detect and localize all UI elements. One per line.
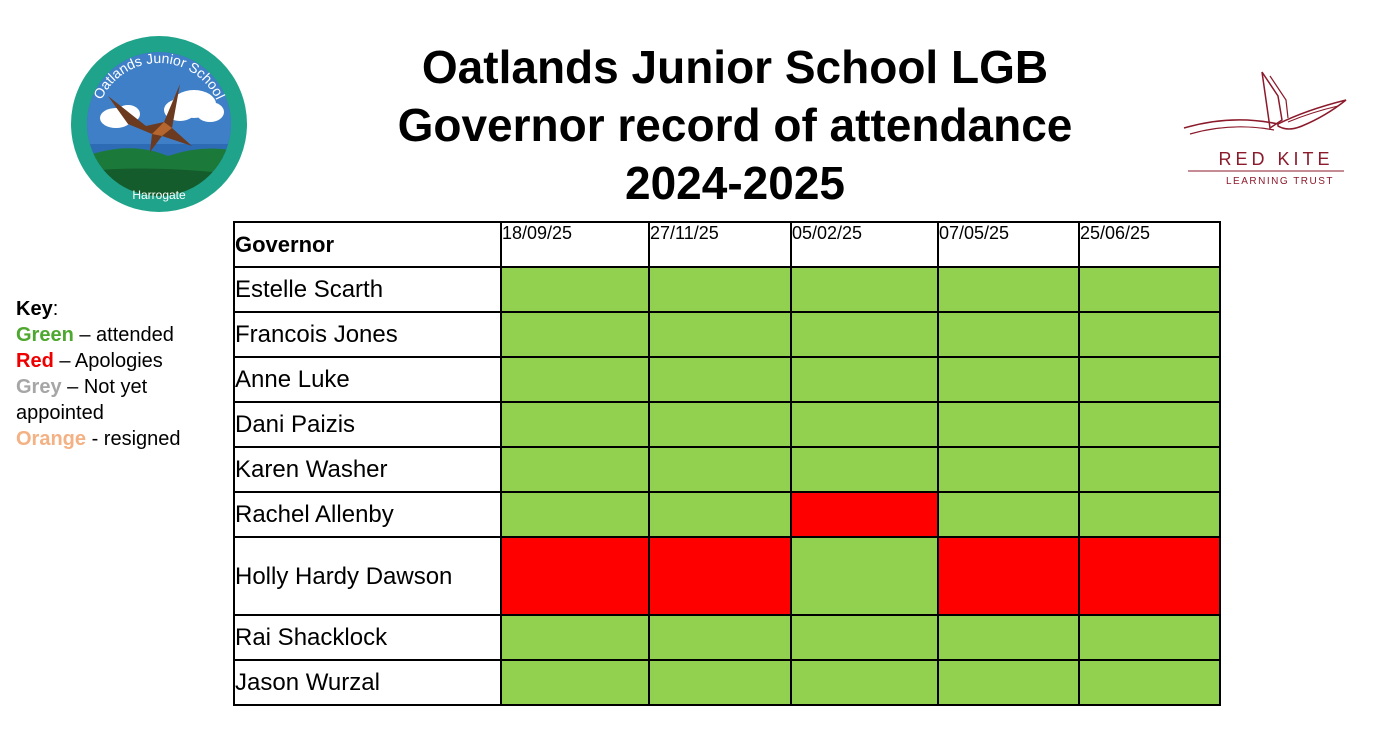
attendance-cell-apologies (500, 536, 650, 616)
attendance-cell-attended (1078, 446, 1221, 493)
attendance-cell-attended (1078, 266, 1221, 313)
attendance-cell-apologies (937, 536, 1080, 616)
attendance-cell-attended (1078, 614, 1221, 661)
attendance-cell-attended (937, 311, 1080, 358)
attendance-cell-attended (648, 311, 792, 358)
attendance-cell-attended (1078, 659, 1221, 706)
attendance-cell-apologies (648, 536, 792, 616)
trust-logo: RED KITE LEARNING TRUST (1183, 71, 1347, 187)
attendance-cell-attended (937, 491, 1080, 538)
table-row: Anne Luke (233, 356, 1221, 403)
attendance-cell-attended (790, 614, 939, 661)
attendance-cell-attended (790, 311, 939, 358)
attendance-cell-attended (648, 266, 792, 313)
title-line-2: Governor record of attendance (397, 99, 1073, 151)
governor-name: Francois Jones (233, 311, 502, 358)
attendance-cell-attended (937, 401, 1080, 448)
governor-name: Holly Hardy Dawson (233, 536, 502, 616)
governor-column-header: Governor (233, 221, 502, 268)
table-row: Holly Hardy Dawson (233, 536, 1221, 616)
trust-logo-name: RED KITE (1218, 149, 1333, 169)
table-row: Karen Washer (233, 446, 1221, 493)
governor-name: Karen Washer (233, 446, 502, 493)
attendance-cell-attended (1078, 401, 1221, 448)
attendance-key: Key: Green – attended Red – Apologies Gr… (16, 296, 216, 452)
attendance-cell-attended (790, 659, 939, 706)
key-desc-grey: – Not yet appointed (16, 376, 148, 424)
attendance-cell-attended (937, 356, 1080, 403)
attendance-cell-attended (500, 401, 650, 448)
attendance-cell-attended (1078, 311, 1221, 358)
attendance-cell-attended (790, 446, 939, 493)
date-header: 05/02/25 (790, 221, 939, 268)
attendance-cell-attended (500, 491, 650, 538)
school-logo-bottom-text: Harrogate (132, 188, 186, 202)
attendance-cell-attended (500, 446, 650, 493)
table-row: Rai Shacklock (233, 614, 1221, 661)
table-row: Francois Jones (233, 311, 1221, 358)
key-title: Key (16, 298, 53, 320)
governor-name: Anne Luke (233, 356, 502, 403)
attendance-cell-attended (790, 401, 939, 448)
attendance-cell-attended (500, 356, 650, 403)
governor-name: Jason Wurzal (233, 659, 502, 706)
attendance-cell-attended (1078, 356, 1221, 403)
key-item-red: Red – Apologies (16, 348, 216, 374)
key-item-grey: Grey – Not yet appointed (16, 374, 216, 426)
trust-logo-subtitle: LEARNING TRUST (1226, 176, 1334, 187)
key-desc-green: – attended (73, 324, 174, 346)
key-label-green: Green (16, 324, 74, 346)
attendance-cell-attended (937, 659, 1080, 706)
date-header: 18/09/25 (500, 221, 650, 268)
attendance-cell-apologies (1078, 536, 1221, 616)
governor-name: Estelle Scarth (233, 266, 502, 313)
attendance-cell-attended (937, 446, 1080, 493)
table-header-row: Governor 18/09/25 27/11/25 05/02/25 07/0… (233, 221, 1221, 268)
key-label-red: Red (16, 350, 54, 372)
attendance-cell-attended (648, 401, 792, 448)
key-label-orange: Orange (16, 428, 87, 450)
table-row: Dani Paizis (233, 401, 1221, 448)
attendance-cell-attended (790, 266, 939, 313)
governor-name: Rai Shacklock (233, 614, 502, 661)
date-header: 27/11/25 (648, 221, 792, 268)
table-row: Rachel Allenby (233, 491, 1221, 538)
title-line-3: 2024-2025 (625, 157, 845, 209)
attendance-cell-attended (937, 614, 1080, 661)
attendance-table: Governor 18/09/25 27/11/25 05/02/25 07/0… (233, 221, 1221, 706)
school-logo: Oatlands Junior School Harrogate (71, 36, 247, 212)
attendance-cell-attended (648, 614, 792, 661)
page-title: Oatlands Junior School LGB Governor reco… (330, 38, 1140, 212)
attendance-cell-attended (648, 659, 792, 706)
attendance-cell-attended (648, 356, 792, 403)
table-row: Estelle Scarth (233, 266, 1221, 313)
governor-name: Dani Paizis (233, 401, 502, 448)
attendance-cell-attended (1078, 491, 1221, 538)
key-desc-orange: - resigned (86, 428, 181, 450)
title-line-1: Oatlands Junior School LGB (421, 41, 1049, 93)
governor-name: Rachel Allenby (233, 491, 502, 538)
attendance-cell-attended (500, 311, 650, 358)
date-header: 25/06/25 (1078, 221, 1221, 268)
attendance-cell-attended (648, 446, 792, 493)
date-header: 07/05/25 (937, 221, 1080, 268)
key-item-green: Green – attended (16, 322, 216, 348)
attendance-cell-attended (500, 659, 650, 706)
key-desc-red: – Apologies (53, 350, 163, 372)
attendance-cell-attended (500, 266, 650, 313)
table-row: Jason Wurzal (233, 659, 1221, 706)
attendance-cell-attended (937, 266, 1080, 313)
attendance-cell-attended (790, 536, 939, 616)
attendance-cell-attended (500, 614, 650, 661)
key-label-grey: Grey (16, 376, 62, 398)
attendance-cell-attended (790, 356, 939, 403)
key-item-orange: Orange - resigned (16, 426, 216, 452)
attendance-cell-apologies (790, 491, 939, 538)
attendance-cell-attended (648, 491, 792, 538)
